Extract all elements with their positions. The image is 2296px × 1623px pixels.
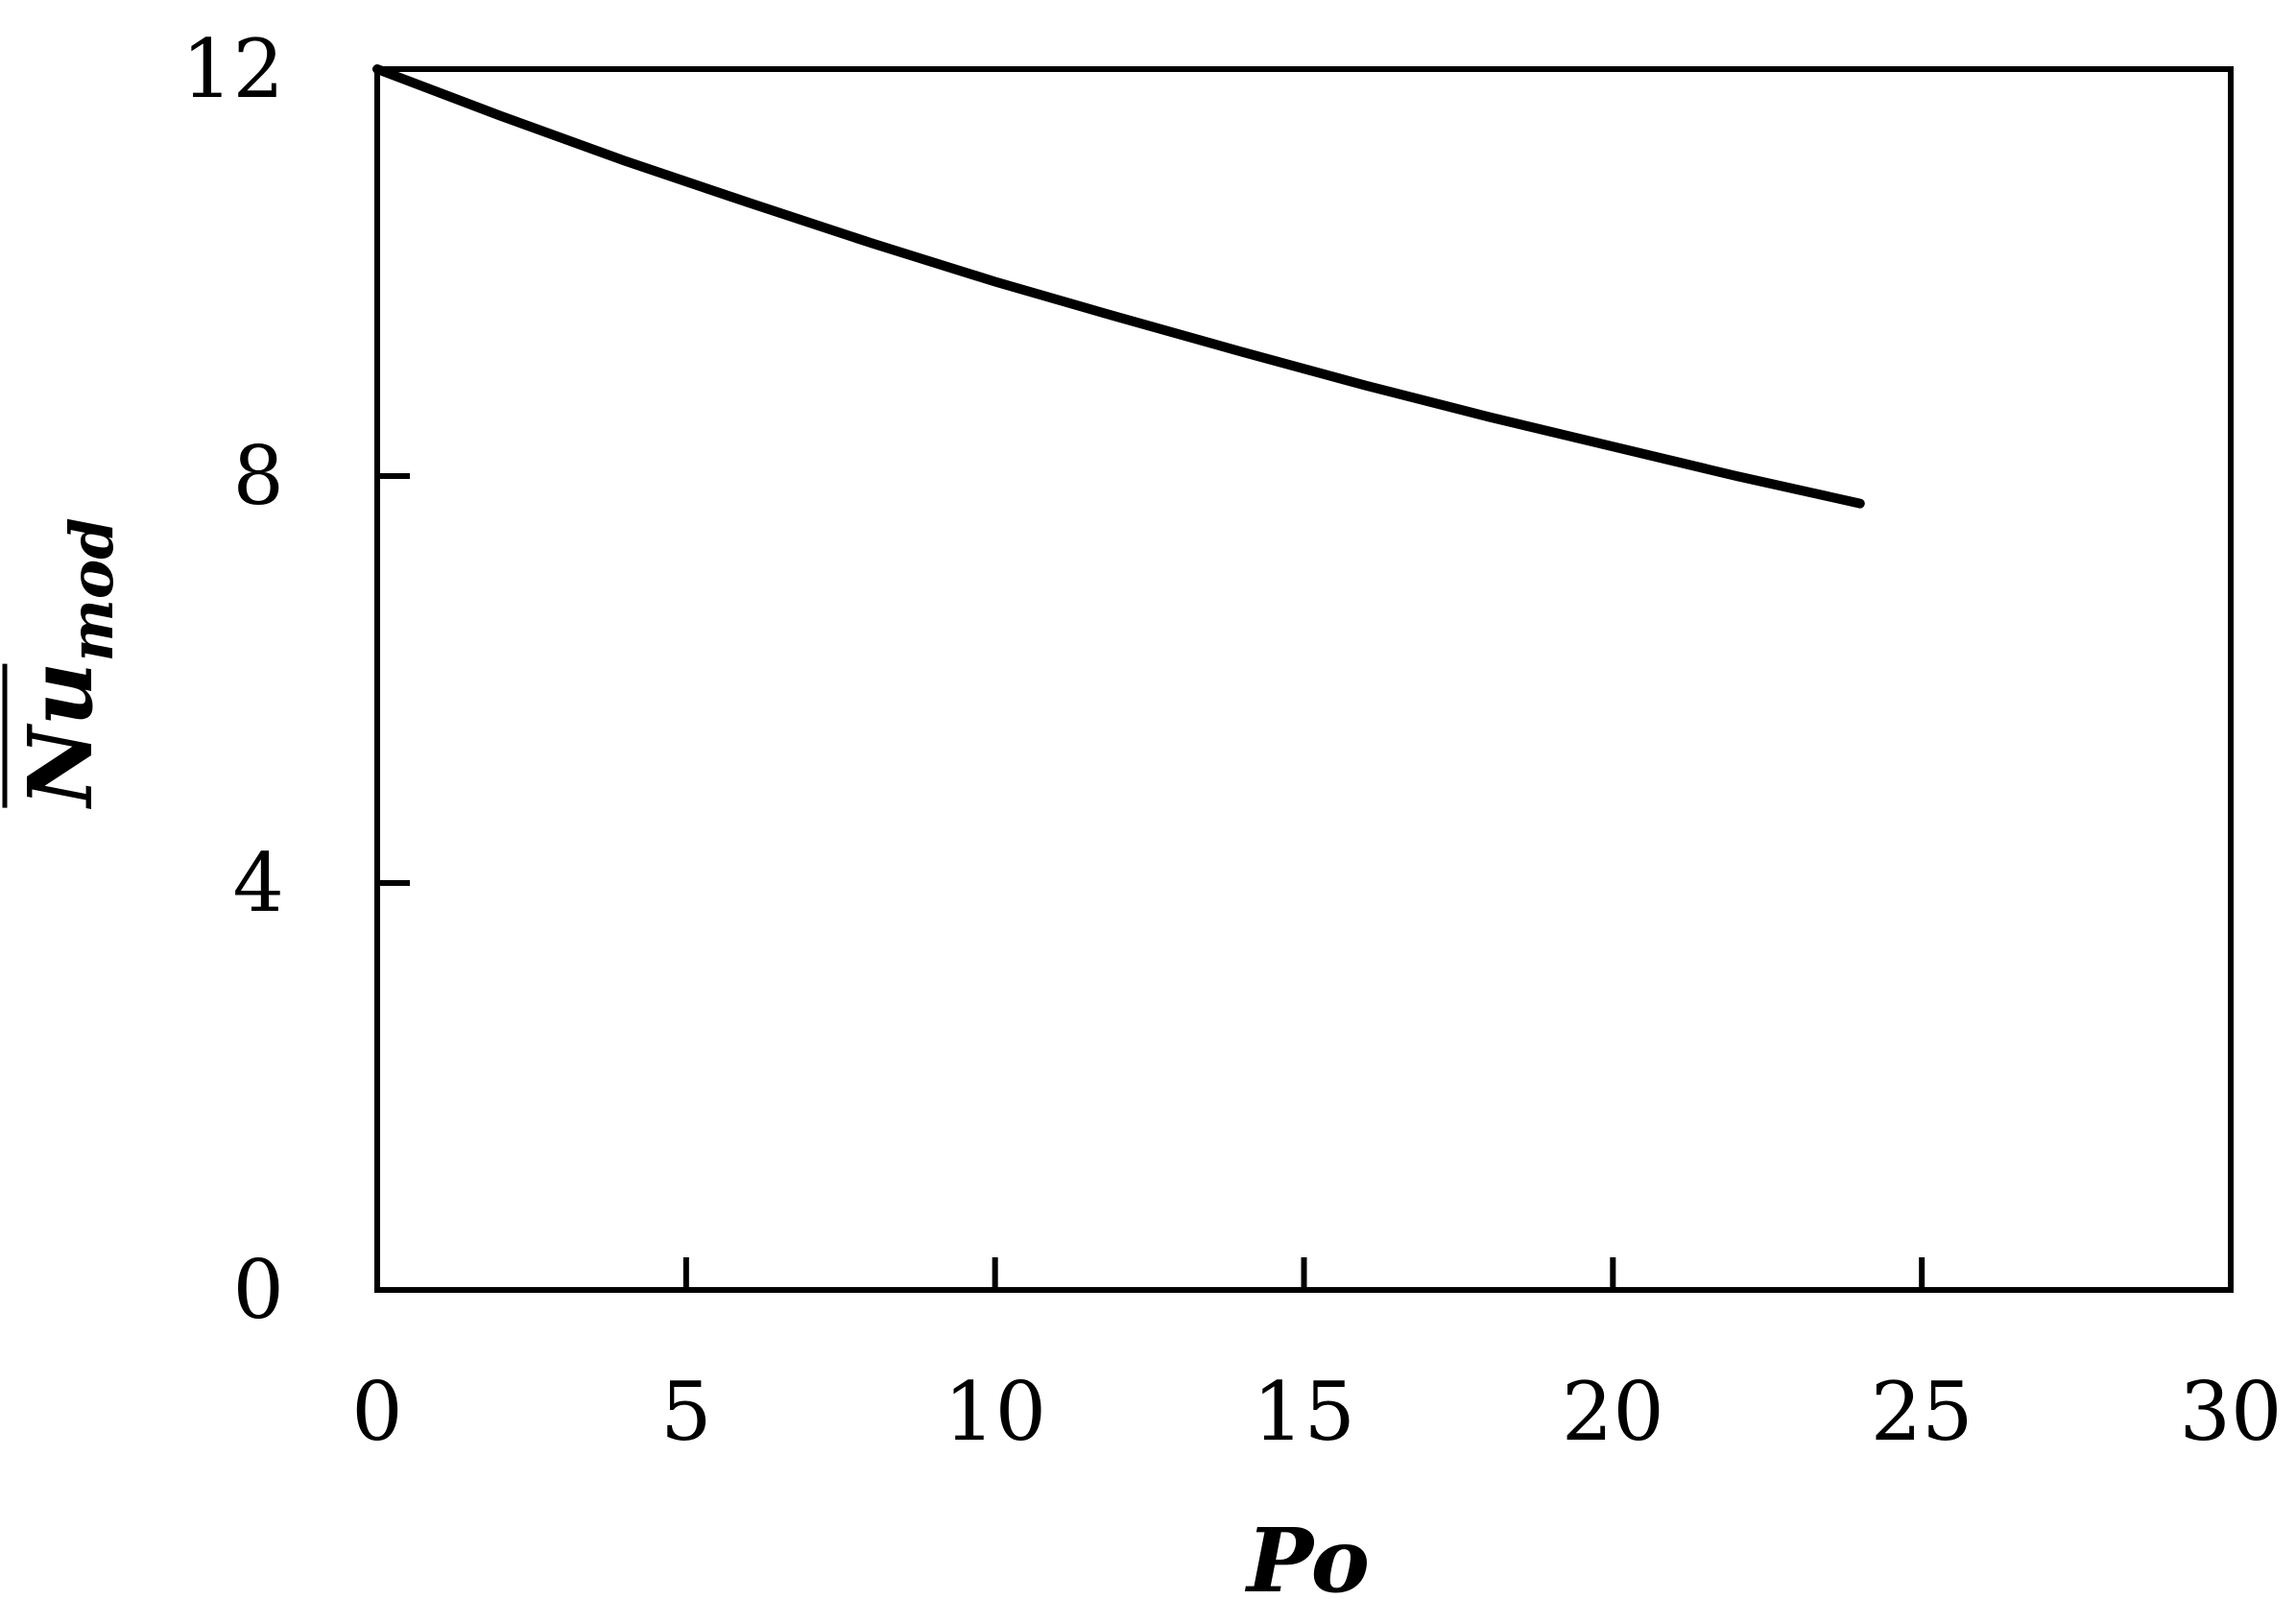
ticks-group: 0 5 10 15 20 25 30 0 4 8 12 bbox=[181, 22, 2282, 1459]
y-tick-label: 4 bbox=[233, 836, 284, 930]
y-axis-title-base: Nu bbox=[9, 662, 112, 810]
x-tick-label: 20 bbox=[1562, 1365, 1664, 1459]
series-line bbox=[372, 64, 1865, 509]
x-axis-title: Po bbox=[1244, 1509, 1370, 1612]
axes-group bbox=[374, 66, 2234, 1293]
x-tick-label: 30 bbox=[2180, 1365, 2283, 1459]
x-tick-label: 10 bbox=[944, 1365, 1046, 1459]
y-tick-label: 12 bbox=[181, 22, 284, 116]
x-tick-label: 25 bbox=[1871, 1365, 1973, 1459]
x-tick-label: 0 bbox=[351, 1365, 402, 1459]
y-axis-title: Numod bbox=[2, 517, 127, 810]
series-group bbox=[372, 64, 1865, 509]
y-axis-title-subscript: mod bbox=[57, 517, 127, 661]
y-axis-title-text: Numod bbox=[9, 517, 127, 809]
y-tick-label: 8 bbox=[233, 429, 284, 523]
x-tick-label: 5 bbox=[660, 1365, 711, 1459]
y-tick-label: 0 bbox=[233, 1243, 284, 1337]
x-tick-label: 15 bbox=[1253, 1365, 1355, 1459]
plot-frame bbox=[374, 66, 2234, 1293]
